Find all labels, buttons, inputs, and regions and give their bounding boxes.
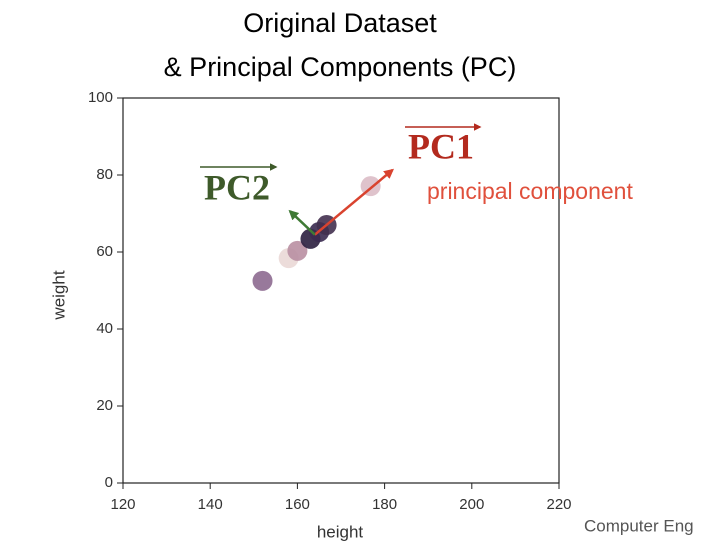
pc1-label: PC1 <box>408 126 474 166</box>
y-tick-label: 100 <box>88 89 113 106</box>
x-tick-label: 200 <box>459 496 484 513</box>
pc-arrow <box>314 168 394 236</box>
y-tick-label: 80 <box>96 166 113 183</box>
x-axis-label: height <box>317 522 364 541</box>
y-tick-label: 0 <box>105 474 113 491</box>
y-tick-label: 60 <box>96 243 113 260</box>
x-tick-label: 220 <box>546 496 571 513</box>
y-axis-label: weight <box>49 270 68 320</box>
y-tick-label: 40 <box>96 320 113 337</box>
y-tick-label: 20 <box>96 397 113 414</box>
x-tick-label: 160 <box>285 496 310 513</box>
plot-frame <box>122 97 560 484</box>
pc2-label: PC2 <box>204 167 270 207</box>
pc-arrow <box>288 209 316 236</box>
point <box>287 240 308 261</box>
chart-title: Original Dataset <box>243 8 437 38</box>
x-tick-label: 120 <box>110 496 135 513</box>
annotation: principal component <box>427 178 633 204</box>
chart-title: & Principal Components (PC) <box>164 52 517 82</box>
x-tick-label: 140 <box>198 496 223 513</box>
x-tick-label: 180 <box>372 496 397 513</box>
point <box>252 270 273 291</box>
footer: Computer Eng <box>584 516 694 535</box>
